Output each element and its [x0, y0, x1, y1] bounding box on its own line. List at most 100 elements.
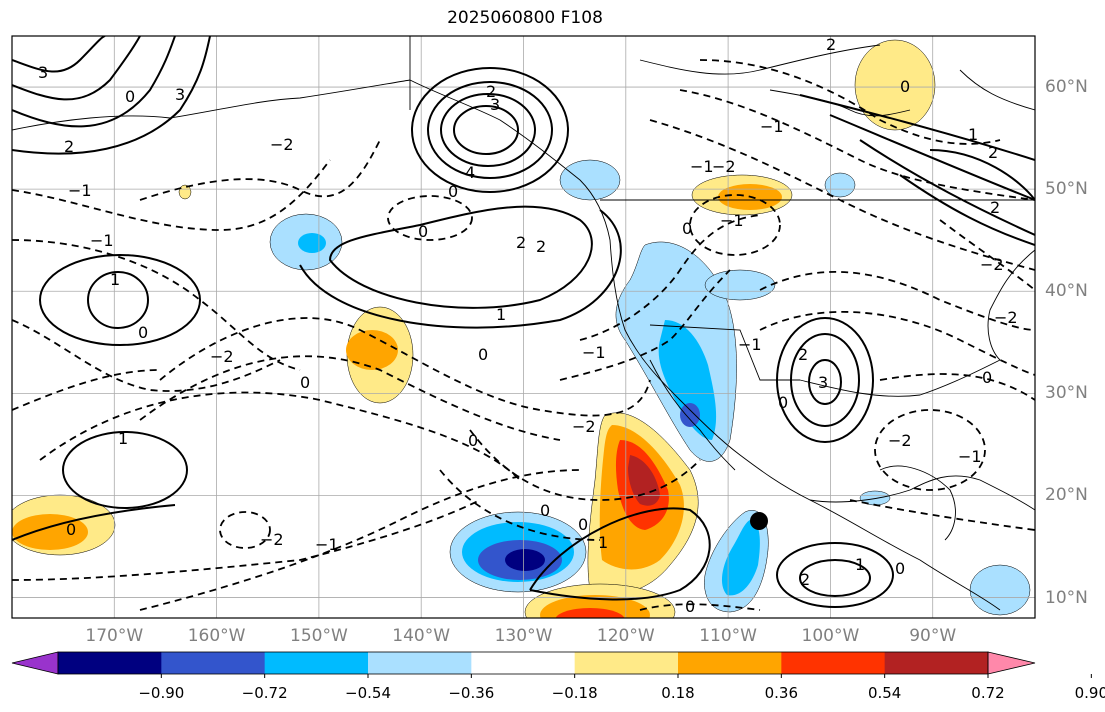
contour-label: 0 — [895, 559, 905, 578]
colorbar-segment — [574, 652, 679, 674]
coast-east-us — [987, 249, 1035, 361]
dash-far-ne — [939, 219, 1035, 291]
shading-layer — [12, 39, 1031, 618]
contour-label: 1 — [118, 429, 128, 448]
contour-label: 3 — [818, 373, 828, 392]
storm-marker — [750, 512, 768, 530]
contour-label: 0 — [982, 368, 992, 387]
contour-label: 0 — [448, 182, 458, 201]
contour-low-1 — [299, 209, 622, 329]
contour-nw-3 — [12, 36, 176, 128]
longitude-label: 110°W — [699, 626, 757, 646]
contour-mex-high-2 — [790, 333, 860, 427]
contour-gulf-alaska-2 — [427, 81, 553, 179]
shade-orange-west — [12, 514, 88, 550]
latitude-label: 30°N — [1045, 383, 1088, 404]
shade-cyan-west — [298, 233, 326, 253]
coast-hudson — [769, 89, 911, 117]
latitude-label: 10°N — [1045, 587, 1088, 608]
contour-pac-high-inner — [87, 271, 149, 329]
longitude-label: 170°W — [85, 626, 144, 646]
longitude-label: 90°W — [909, 626, 957, 646]
colorbar-tick-label: 0.72 — [971, 684, 1005, 702]
colorbar-tick-label: 0.18 — [661, 684, 695, 702]
contour-label: −1 — [582, 343, 606, 362]
coast-baja — [649, 359, 736, 471]
dash-sw-pac — [12, 369, 161, 411]
contour-label: 0 — [478, 345, 488, 364]
dash-east-1 — [759, 270, 1035, 331]
contour-label: 2 — [990, 198, 1000, 217]
shade-yellow-spot — [178, 184, 192, 200]
contour-label: −1 — [738, 335, 762, 354]
contour-mex-high — [776, 317, 874, 443]
shade-cyan-westus — [658, 320, 717, 440]
contour-label: 0 — [578, 515, 588, 534]
colorbar-segment — [678, 652, 782, 674]
latitude-label: 40°N — [1045, 281, 1088, 302]
dash-hudson-1 — [699, 59, 1001, 145]
dash-north-3 — [12, 239, 301, 371]
contour-label: 0 — [778, 393, 788, 412]
contour-label: −2 — [888, 431, 912, 450]
longitude-label: 150°W — [290, 626, 348, 646]
dash-gulf-low — [874, 409, 986, 491]
dash-sub-4 — [12, 499, 481, 581]
shade-darkred-tongue — [628, 455, 660, 506]
contour-label: 0 — [125, 87, 135, 106]
dash-gulf-4 — [849, 499, 1035, 531]
colorbar — [11, 651, 1092, 678]
contour-west-0 — [12, 504, 176, 541]
contour-jet-3 — [859, 139, 1035, 236]
contour-label: 1 — [968, 125, 978, 144]
contour-label: 1 — [496, 305, 506, 324]
contour-e-pac-1 — [776, 542, 894, 608]
contour-labels: 2 2 3 3 4 0 0 2 2 1 1 0 1 0 −2 −1 0 0 0 — [38, 36, 1018, 616]
contour-label: 0 — [418, 222, 428, 241]
dash-deep-south — [639, 603, 761, 611]
contour-label: 0 — [66, 520, 76, 539]
contour-label: −1 — [760, 117, 784, 136]
latitude-label: 60°N — [1045, 77, 1088, 98]
dash-west-us-1 — [579, 214, 761, 341]
contour-ne-ring — [929, 149, 1035, 201]
shade-lightblue-ne — [824, 172, 856, 198]
contour-label: −2 — [270, 135, 294, 154]
colorbar-segment — [161, 652, 266, 674]
shade-yellow-hudson — [854, 39, 936, 131]
dash-hudson-3 — [649, 119, 1035, 271]
colorbar-frame — [57, 651, 989, 675]
colorbar-tick-label: −0.90 — [138, 684, 185, 702]
dash-low-centr — [219, 511, 271, 549]
shade-orange-midpac — [346, 330, 398, 370]
contour-label: 2 — [798, 345, 808, 364]
longitude-label: 140°W — [392, 626, 451, 646]
contour-gulf-alaska-1 — [411, 67, 569, 193]
contour-label: −2 — [260, 530, 284, 549]
contours-solid — [12, 36, 1035, 608]
contour-label: 2 — [64, 137, 74, 156]
dash-hudson-2 — [679, 89, 1035, 201]
contour-nw-4 — [12, 36, 211, 155]
latitude-label: 20°N — [1045, 485, 1088, 506]
colorbar-segment — [781, 652, 886, 674]
contour-label: 0 — [540, 501, 550, 520]
dash-sub-2 — [139, 355, 561, 441]
dash-low-south — [469, 429, 701, 501]
contour-low-swpac — [62, 431, 188, 509]
map-frame — [11, 35, 1036, 619]
latitude-label: 50°N — [1045, 179, 1088, 200]
shade-lightblue-nw — [704, 269, 776, 301]
contour-jet-1 — [799, 94, 1035, 161]
contour-label: −2 — [994, 308, 1018, 327]
dash-low-canada — [689, 194, 781, 256]
colorbar-tick-label: −0.72 — [241, 684, 288, 702]
contour-label: 3 — [490, 95, 500, 114]
contour-label: −1 — [315, 535, 339, 554]
contour-gulf-alaska-3 — [440, 93, 536, 167]
colorbar-tick-label: −0.54 — [345, 684, 391, 702]
contour-e-pac-2 — [799, 559, 871, 597]
contour-label: −1 — [958, 447, 982, 466]
